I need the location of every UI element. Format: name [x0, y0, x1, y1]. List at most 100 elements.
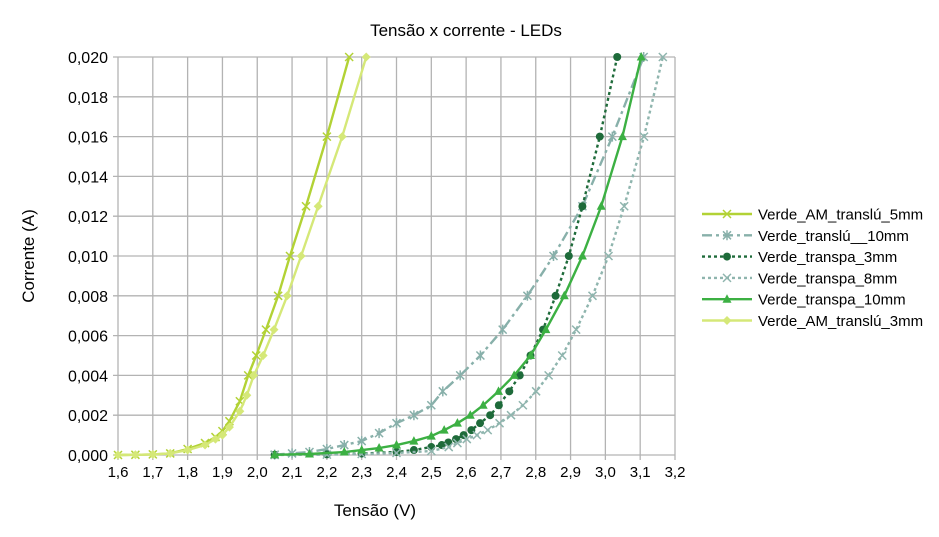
- data-point: [210, 434, 220, 444]
- x-tick-label: 3,0: [595, 464, 616, 481]
- data-point: [444, 442, 454, 452]
- x-tick-label: 2,6: [456, 464, 477, 481]
- x-tick-label: 2,8: [525, 464, 546, 481]
- data-point: [478, 400, 488, 409]
- data-point: [472, 430, 482, 440]
- data-point: [518, 400, 528, 410]
- data-point: [505, 387, 514, 396]
- data-point: [258, 351, 268, 360]
- x-tick-label: 2,4: [386, 464, 407, 481]
- data-point: [548, 251, 559, 261]
- x-tick-label: 3,2: [665, 464, 686, 481]
- legend-label: Verde_transpa_3mm: [758, 249, 897, 266]
- legend-label: Verde_transpa_10mm: [758, 292, 906, 309]
- x-tick-label: 2,2: [316, 464, 337, 481]
- series-layer: [113, 52, 668, 460]
- legend-item: Verde_AM_translú_5mm: [702, 207, 923, 224]
- data-point: [165, 448, 175, 458]
- data-point: [723, 252, 731, 261]
- data-point: [391, 418, 402, 429]
- data-point: [426, 400, 436, 411]
- data-point: [217, 430, 227, 440]
- legend-item: Verde_AM_translú_3mm: [702, 313, 923, 330]
- data-point: [526, 350, 536, 359]
- y-tick-label: 0,008: [68, 289, 108, 306]
- y-tick-label: 0,014: [68, 169, 108, 186]
- data-point: [224, 422, 234, 432]
- data-point: [304, 449, 314, 458]
- data-point: [636, 52, 646, 61]
- y-tick-label: 0,010: [68, 249, 108, 266]
- data-point: [391, 448, 402, 458]
- data-point: [392, 440, 401, 449]
- legend-label: Verde_AM_translú_5mm: [758, 207, 923, 224]
- data-point: [476, 419, 485, 428]
- data-point: [577, 251, 587, 260]
- data-point: [494, 386, 504, 395]
- data-point: [722, 294, 732, 303]
- data-point: [235, 406, 245, 416]
- data-point: [475, 350, 485, 361]
- x-tick-label: 1,9: [212, 464, 233, 481]
- data-point: [409, 436, 419, 445]
- x-tick-label: 3,1: [630, 464, 651, 481]
- data-point: [273, 291, 283, 301]
- data-point: [261, 325, 271, 335]
- data-point: [249, 370, 259, 380]
- data-point: [595, 132, 604, 141]
- legend-label: Verde_AM_translú_3mm: [758, 313, 923, 330]
- data-point: [578, 202, 587, 211]
- data-point: [113, 450, 123, 460]
- y-tick-label: 0,012: [68, 209, 108, 226]
- data-point: [361, 52, 371, 62]
- data-point: [296, 251, 306, 261]
- data-point: [603, 251, 614, 261]
- data-point: [339, 447, 349, 456]
- x-tick-label: 2,7: [491, 464, 512, 481]
- data-point: [462, 434, 472, 444]
- data-point: [374, 443, 384, 452]
- y-tick-label: 0,002: [68, 408, 108, 425]
- legend-item: Verde_transpa_8mm: [702, 270, 897, 287]
- y-tick-label: 0,020: [68, 50, 108, 67]
- grid: [113, 56, 676, 460]
- data-point: [282, 291, 292, 301]
- chart-title: Tensão x corrente - LEDs: [370, 21, 562, 40]
- data-point: [541, 324, 551, 334]
- data-point: [409, 410, 419, 421]
- data-point: [544, 370, 554, 380]
- y-tick-label: 0,018: [68, 90, 108, 107]
- legend-label: Verde_translú__10mm: [758, 228, 909, 245]
- x-tick-label: 1,8: [177, 464, 198, 481]
- data-point: [148, 449, 158, 459]
- data-point: [337, 132, 347, 142]
- data-point: [465, 410, 475, 419]
- data-point: [658, 52, 668, 62]
- legend-item: Verde_transpa_10mm: [702, 292, 906, 309]
- data-point: [438, 386, 448, 397]
- data-point: [559, 290, 569, 300]
- data-point: [596, 201, 606, 210]
- data-point: [183, 445, 193, 455]
- data-point: [357, 436, 367, 447]
- data-point: [509, 370, 519, 379]
- data-point: [495, 418, 505, 428]
- x-tick-label: 1,6: [108, 464, 129, 481]
- series-line: [274, 56, 664, 457]
- data-point: [722, 316, 732, 325]
- data-point: [619, 201, 629, 211]
- data-point: [486, 411, 495, 420]
- data-point: [426, 446, 436, 456]
- data-point: [613, 53, 622, 61]
- data-point: [270, 449, 280, 459]
- data-point: [426, 431, 436, 440]
- data-point: [301, 201, 311, 211]
- y-axis-label: Corrente (A): [19, 209, 38, 303]
- data-point: [571, 325, 581, 335]
- data-point: [722, 230, 732, 241]
- data-point: [722, 273, 732, 283]
- data-point: [483, 425, 493, 435]
- data-point: [607, 131, 617, 142]
- data-point: [251, 350, 261, 361]
